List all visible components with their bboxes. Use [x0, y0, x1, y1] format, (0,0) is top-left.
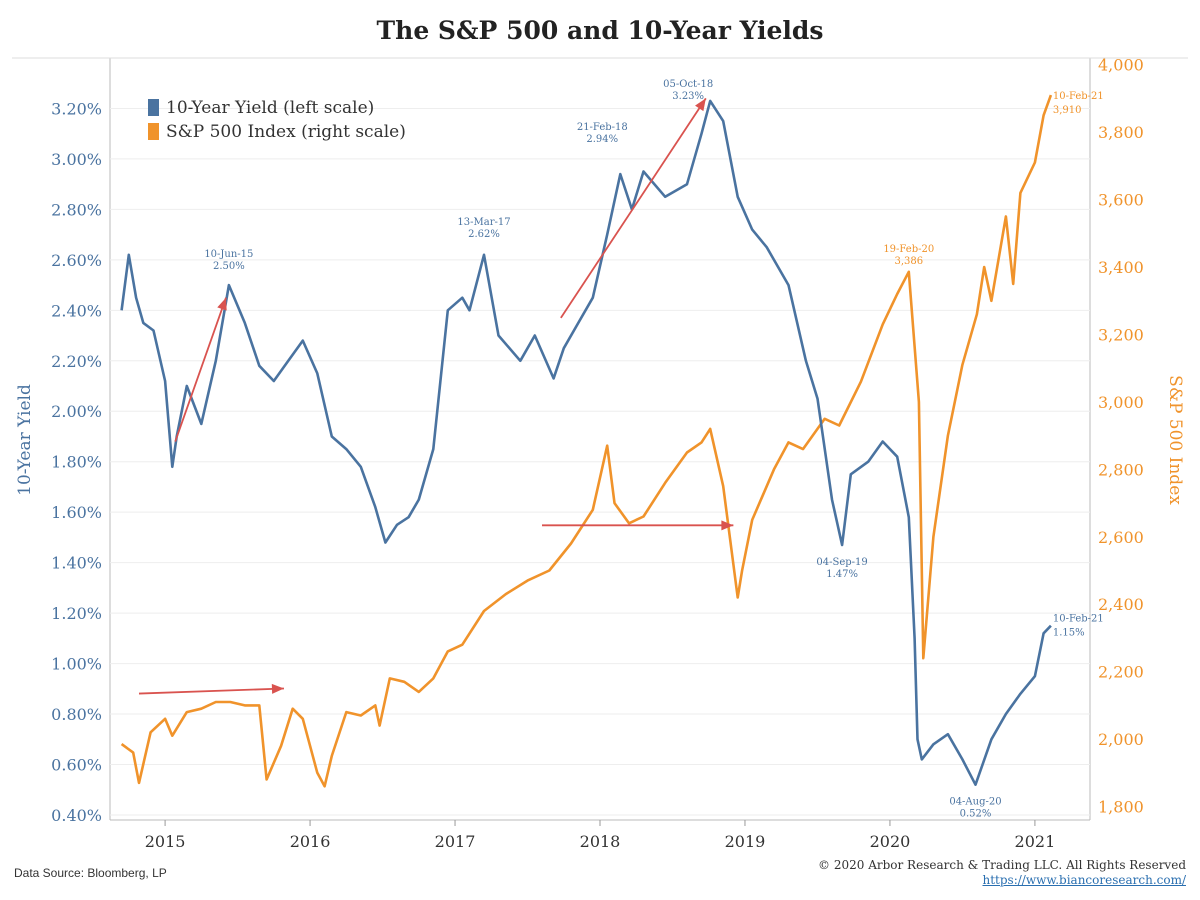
x-tick-label: 2020 — [870, 832, 911, 851]
annotations: 10-Jun-152.50% 13-Mar-172.62% 21-Feb-182.9… — [204, 79, 1103, 820]
left-axis-label: 10-Year Yield — [15, 384, 35, 496]
annotation-date: 04-Sep-19 — [816, 557, 867, 568]
left-tick-label: 0.80% — [51, 705, 102, 724]
right-tick-label: 1,800 — [1098, 798, 1144, 817]
x-tick-label: 2018 — [580, 832, 621, 851]
annotation-value: 2.50% — [213, 261, 245, 272]
left-tick-label: 2.40% — [51, 301, 102, 320]
right-tick-label: 2,200 — [1098, 663, 1144, 682]
right-tick-label: 3,600 — [1098, 191, 1144, 210]
left-tick-label: 2.60% — [51, 251, 102, 270]
sp500-series-line — [120, 94, 1053, 788]
annotation-date: 21-Feb-18 — [577, 122, 628, 133]
gridlines — [12, 57, 1188, 821]
left-tick-label: 1.20% — [51, 604, 102, 623]
left-tick-label: 2.20% — [51, 352, 102, 371]
legend-swatch — [148, 123, 159, 140]
series-lines — [120, 94, 1053, 788]
chart-title: The S&P 500 and 10-Year Yields — [376, 16, 824, 45]
annotation-date: 10-Feb-21 — [1053, 614, 1104, 625]
legend-label: 10-Year Yield (left scale) — [166, 98, 374, 118]
annotation-value: 3,386 — [894, 256, 923, 267]
annotation-date: 19-Feb-20 — [883, 244, 934, 255]
right-axis-ticks: 1,800 2,000 2,200 2,400 2,600 2,800 3,000 3,200… — [1098, 56, 1144, 817]
copyright: © 2020 Arbor Research & Trading LLC. All… — [818, 858, 1186, 872]
left-tick-label: 3.20% — [51, 99, 102, 118]
trend-arrow-head — [695, 98, 706, 112]
trend-arrows — [138, 97, 734, 695]
footer-credits: © 2020 Arbor Research & Trading LLC. All… — [818, 858, 1186, 888]
left-tick-label: 0.60% — [51, 755, 102, 774]
website-link[interactable]: https://www.biancoresearch.com/ — [982, 873, 1186, 887]
annotation-date: 13-Mar-17 — [457, 217, 510, 228]
right-tick-label: 3,000 — [1098, 393, 1144, 412]
annotation-date: 05-Oct-18 — [663, 79, 713, 90]
left-tick-label: 2.80% — [51, 200, 102, 219]
right-tick-label: 2,000 — [1098, 730, 1144, 749]
annotation-date: 10-Jun-15 — [204, 249, 253, 260]
legend-swatch — [148, 99, 159, 116]
x-tick-label: 2016 — [290, 832, 331, 851]
x-tick-label: 2017 — [435, 832, 476, 851]
x-tick-label: 2015 — [145, 832, 186, 851]
left-tick-label: 3.00% — [51, 150, 102, 169]
legend: 10-Year Yield (left scale) S&P 500 Index … — [148, 98, 406, 142]
right-axis-label: S&P 500 Index — [1165, 375, 1185, 505]
trend-arrow-head — [271, 683, 284, 694]
right-tick-label: 2,400 — [1098, 595, 1144, 614]
annotation-value: 2.94% — [586, 134, 618, 145]
legend-label: S&P 500 Index (right scale) — [166, 122, 406, 142]
annotation-value: 0.52% — [960, 809, 992, 820]
trend-arrow-head — [721, 520, 734, 531]
trend-arrow — [560, 97, 707, 319]
right-tick-label: 3,200 — [1098, 325, 1144, 344]
right-tick-label: 3,400 — [1098, 258, 1144, 277]
annotation-value: 3.23% — [672, 91, 704, 102]
trend-arrow-head — [217, 297, 227, 311]
trend-arrow — [138, 687, 284, 695]
yield-series-line — [120, 99, 1052, 787]
annotation-date: 10-Feb-21 — [1053, 91, 1104, 102]
left-tick-label: 1.00% — [51, 655, 102, 674]
left-tick-label: 0.40% — [51, 806, 102, 825]
annotation-value: 3,910 — [1053, 105, 1082, 116]
left-axis-ticks: 0.40% 0.60% 0.80% 1.00% 1.20% 1.40% 1.60% 1.80%… — [51, 99, 102, 824]
left-tick-label: 2.00% — [51, 402, 102, 421]
x-axis-ticks: 2015 2016 2017 2018 2019 2020 2021 — [145, 820, 1056, 851]
right-tick-label: 3,800 — [1098, 123, 1144, 142]
x-tick-label: 2021 — [1015, 832, 1056, 851]
left-tick-label: 1.40% — [51, 554, 102, 573]
annotation-value: 1.15% — [1053, 628, 1085, 639]
annotation-value: 2.62% — [468, 229, 500, 240]
left-tick-label: 1.60% — [51, 503, 102, 522]
data-source: Data Source: Bloomberg, LP — [14, 866, 167, 880]
right-tick-label: 2,600 — [1098, 528, 1144, 547]
right-tick-label: 2,800 — [1098, 460, 1144, 479]
trend-arrow — [174, 297, 227, 442]
x-tick-label: 2019 — [725, 832, 766, 851]
left-tick-label: 1.80% — [51, 453, 102, 472]
right-tick-label: 4,000 — [1098, 56, 1144, 75]
annotation-value: 1.47% — [826, 569, 858, 580]
annotation-date: 04-Aug-20 — [949, 797, 1001, 808]
